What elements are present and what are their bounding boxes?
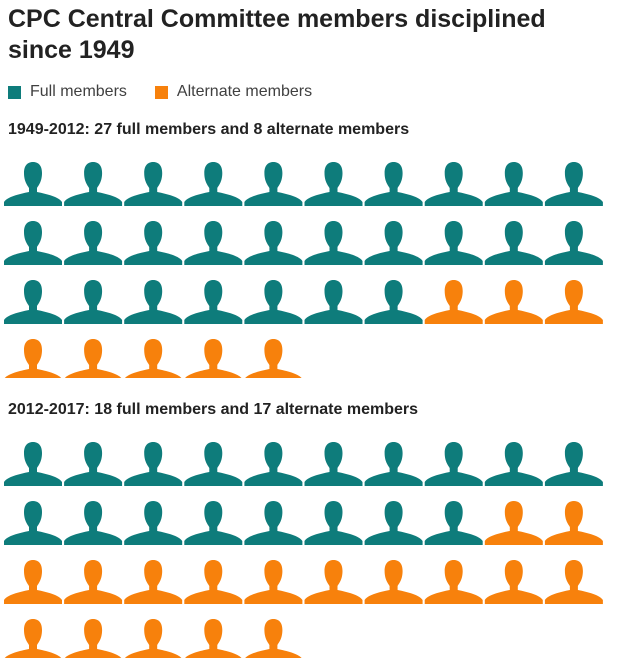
person-icon-full-member [304,162,363,206]
person-icon-alternate-member [185,339,242,378]
person-icon-full-member [544,221,603,265]
person-icon-full-member [484,162,543,206]
legend-swatch-full [8,85,21,99]
person-icon-full-member [424,501,483,545]
legend-swatch-alternate [154,85,168,99]
person-icon-alternate-member [125,619,182,658]
person-icon-alternate-member [484,280,543,324]
person-icon-alternate-member [364,560,423,604]
person-icon-full-member [544,162,603,206]
person-icon-alternate-member [424,560,483,604]
person-icon-alternate-member [64,339,122,378]
person-icon-full-member [244,162,303,206]
person-icon-full-member [184,221,243,265]
legend-label-full: Full members [30,83,127,100]
person-icon-full-member [364,221,423,265]
person-icon-full-member [364,501,423,545]
person-icon-full-member [364,162,423,206]
person-icon-alternate-member [244,560,303,604]
person-icon-full-member [4,280,62,324]
person-icon-full-member [484,442,543,486]
person-icon-alternate-member [304,560,363,604]
person-icon-full-member [544,442,603,486]
legend-item-full: Full members [8,83,127,101]
person-icon-alternate-member [484,560,543,604]
person-icon-alternate-member [125,339,182,378]
chart-title: CPC Central Committee members discipline… [8,5,546,64]
person-icon-full-member [4,501,62,545]
person-icon-full-member [184,501,243,545]
person-icon-full-member [424,162,483,206]
person-icon-full-member [304,280,363,324]
person-icon-alternate-member [124,560,183,604]
person-icon-full-member [4,442,62,486]
person-icon-full-member [244,280,303,324]
person-icon-full-member [184,280,243,324]
person-icon-full-member [64,501,123,545]
person-icon-alternate-member [184,560,243,604]
group-title-2012-2017: 2012-2017: 18 full members and 17 altern… [8,401,418,418]
person-icon-full-member [64,162,123,206]
person-icon-full-member [244,501,303,545]
person-icon-full-member [424,221,483,265]
person-icon-full-member [64,280,123,324]
legend: Full members Alternate members [8,82,340,102]
legend-label-alternate: Alternate members [176,83,313,100]
person-icon-full-member [244,442,303,486]
person-icon-full-member [64,442,123,486]
pictogram-grid-2012-2017 [4,442,603,658]
person-icon-alternate-member [424,280,483,324]
person-icon-full-member [4,221,62,265]
person-icon-alternate-member [245,339,302,378]
person-icon-full-member [304,221,363,265]
pictogram-grid-1949-2012 [4,162,603,378]
person-icon-full-member [244,221,303,265]
person-icon-full-member [484,221,543,265]
group-title-1949-2012: 1949-2012: 27 full members and 8 alterna… [8,121,410,138]
person-icon-full-member [4,162,62,206]
person-icon-alternate-member [245,619,302,658]
person-icon-full-member [364,280,423,324]
person-icon-full-member [424,442,483,486]
person-icon-full-member [184,162,243,206]
person-icon-full-member [304,501,363,545]
person-icon-full-member [124,501,183,545]
person-icon-alternate-member [4,560,62,604]
person-icon-alternate-member [185,619,242,658]
person-icon-full-member [364,442,423,486]
person-icon-full-member [124,221,183,265]
person-icon-full-member [304,442,363,486]
person-icon-alternate-member [484,501,543,545]
legend-item-alternate: Alternate members [154,83,313,101]
person-icon-alternate-member [544,501,603,545]
person-icon-alternate-member [64,560,123,604]
person-icon-full-member [64,221,123,265]
person-icon-full-member [124,280,183,324]
person-icon-full-member [124,442,183,486]
person-icon-full-member [184,442,243,486]
person-icon-alternate-member [544,280,603,324]
person-icon-alternate-member [4,619,62,658]
person-icon-alternate-member [64,619,122,658]
person-icon-alternate-member [544,560,603,604]
person-icon-alternate-member [4,339,62,378]
person-icon-full-member [124,162,183,206]
